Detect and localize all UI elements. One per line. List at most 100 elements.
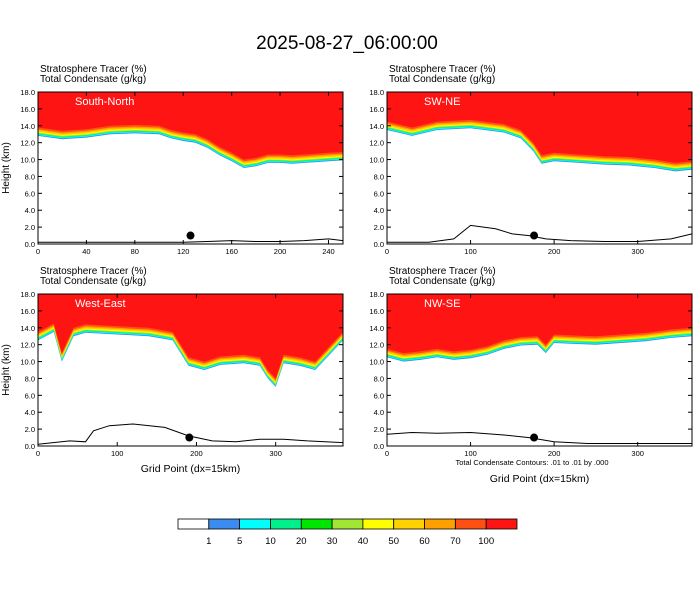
y-tick-label: 18.0 <box>20 88 35 97</box>
x-tick-label: 200 <box>548 247 561 256</box>
x-tick-label: 300 <box>631 247 644 256</box>
panel-label: West-East <box>75 298 126 310</box>
y-tick-label: 14.0 <box>20 324 35 333</box>
y-tick-label: 6.0 <box>374 391 384 400</box>
panel-sw-ne: SW-NE Stratosphere Tracer (%)Total Conden… <box>369 64 693 256</box>
legend-swatch <box>300 518 333 530</box>
x-tick-label: 100 <box>111 449 124 458</box>
location-marker <box>530 433 539 442</box>
y-tick-label: 10.0 <box>369 358 384 367</box>
terrain-line <box>387 431 692 444</box>
y-tick-label: 12.0 <box>20 341 35 350</box>
tracer-fill-band <box>38 294 343 379</box>
legend-swatch <box>270 518 302 530</box>
y-tick-label: 10.0 <box>20 156 35 165</box>
legend-label: 30 <box>327 536 338 547</box>
subtitle-tracer: Stratosphere Tracer (%) <box>389 266 496 277</box>
y-tick-label: 6.0 <box>25 189 35 198</box>
legend-swatch <box>424 518 456 530</box>
y-tick-label: 10.0 <box>20 358 35 367</box>
panel-west-east: West-East Stratosphere Tracer (%)Total Co… <box>1 266 344 475</box>
subtitle-condensate: Total Condensate (g/kg) <box>389 276 495 287</box>
y-tick-label: 4.0 <box>374 206 384 215</box>
x-tick-label: 0 <box>385 247 389 256</box>
legend-label: 20 <box>296 536 307 547</box>
panel-south-north: South-North Stratosphere Tracer (%)Total … <box>1 64 344 256</box>
plot-frame <box>37 293 344 447</box>
legend-label: 70 <box>450 536 461 547</box>
terrain-line <box>38 423 343 445</box>
tracer-fill-band <box>387 92 692 163</box>
legend-swatch <box>331 518 364 530</box>
y-tick-label: 16.0 <box>369 105 384 114</box>
y-tick-label: 8.0 <box>374 374 384 383</box>
figure-title: 2025-08-27_06:00:00 <box>256 33 438 54</box>
x-tick-label: 0 <box>385 449 389 458</box>
y-tick-label: 16.0 <box>20 307 35 316</box>
y-tick-label: 2.0 <box>374 223 384 232</box>
y-tick-label: 12.0 <box>369 341 384 350</box>
y-tick-label: 8.0 <box>25 374 35 383</box>
y-axis-label: Height (km) <box>1 344 12 396</box>
legend-swatch <box>208 518 241 530</box>
panel-label: South-North <box>75 96 134 108</box>
y-tick-label: 2.0 <box>374 425 384 434</box>
y-tick-label: 4.0 <box>25 408 35 417</box>
tracer-fill-band <box>38 92 343 160</box>
tracer-fill-band <box>387 294 692 354</box>
y-tick-label: 18.0 <box>369 290 384 299</box>
x-tick-label: 100 <box>464 247 477 256</box>
subtitle-condensate: Total Condensate (g/kg) <box>389 74 495 85</box>
legend-label: 40 <box>358 536 369 547</box>
x-tick-label: 200 <box>190 449 203 458</box>
y-tick-label: 0.0 <box>25 240 35 249</box>
x-axis-label: Grid Point (dx=15km) <box>490 473 590 485</box>
y-tick-label: 18.0 <box>369 88 384 97</box>
legend-label: 100 <box>478 536 494 547</box>
y-tick-label: 18.0 <box>20 290 35 299</box>
panel-label: NW-SE <box>424 298 460 310</box>
legend-label: 5 <box>237 536 242 547</box>
location-marker <box>186 231 195 240</box>
y-tick-label: 8.0 <box>25 172 35 181</box>
legend-label: 1 <box>206 536 211 547</box>
legend-swatch <box>177 518 210 530</box>
y-tick-label: 8.0 <box>374 172 384 181</box>
legend-swatch <box>239 518 271 530</box>
location-marker <box>185 433 194 442</box>
panel-label: SW-NE <box>424 96 460 108</box>
legend-swatch <box>454 518 487 530</box>
y-tick-label: 0.0 <box>25 442 35 451</box>
x-tick-label: 200 <box>274 247 287 256</box>
subtitle-tracer: Stratosphere Tracer (%) <box>40 64 147 75</box>
y-axis-label: Height (km) <box>1 142 12 194</box>
y-tick-label: 14.0 <box>369 122 384 131</box>
terrain-line <box>38 238 343 243</box>
x-tick-label: 200 <box>548 449 561 458</box>
subtitle-tracer: Stratosphere Tracer (%) <box>389 64 496 75</box>
x-tick-label: 0 <box>36 449 40 458</box>
plot-frame <box>386 293 693 447</box>
plot-frame <box>37 91 344 245</box>
location-marker <box>530 231 539 240</box>
x-axis-label: Grid Point (dx=15km) <box>141 463 241 475</box>
y-tick-label: 14.0 <box>369 324 384 333</box>
contour-footnote: Total Condensate Contours: .01 to .01 by… <box>455 458 608 467</box>
y-tick-label: 6.0 <box>25 391 35 400</box>
y-tick-label: 16.0 <box>20 105 35 114</box>
plot-frame <box>386 91 693 245</box>
x-tick-label: 300 <box>631 449 644 458</box>
subtitle-condensate: Total Condensate (g/kg) <box>40 276 146 287</box>
y-tick-label: 4.0 <box>25 206 35 215</box>
legend-swatch <box>393 518 425 530</box>
legend-swatch <box>485 518 518 530</box>
y-tick-label: 2.0 <box>25 425 35 434</box>
x-tick-label: 80 <box>131 247 139 256</box>
y-tick-label: 10.0 <box>369 156 384 165</box>
x-tick-label: 240 <box>322 247 335 256</box>
color-legend: 1 5 10 20 30 40 50 60 70 100 <box>177 518 518 547</box>
x-tick-label: 0 <box>36 247 40 256</box>
subtitle-condensate: Total Condensate (g/kg) <box>40 74 146 85</box>
